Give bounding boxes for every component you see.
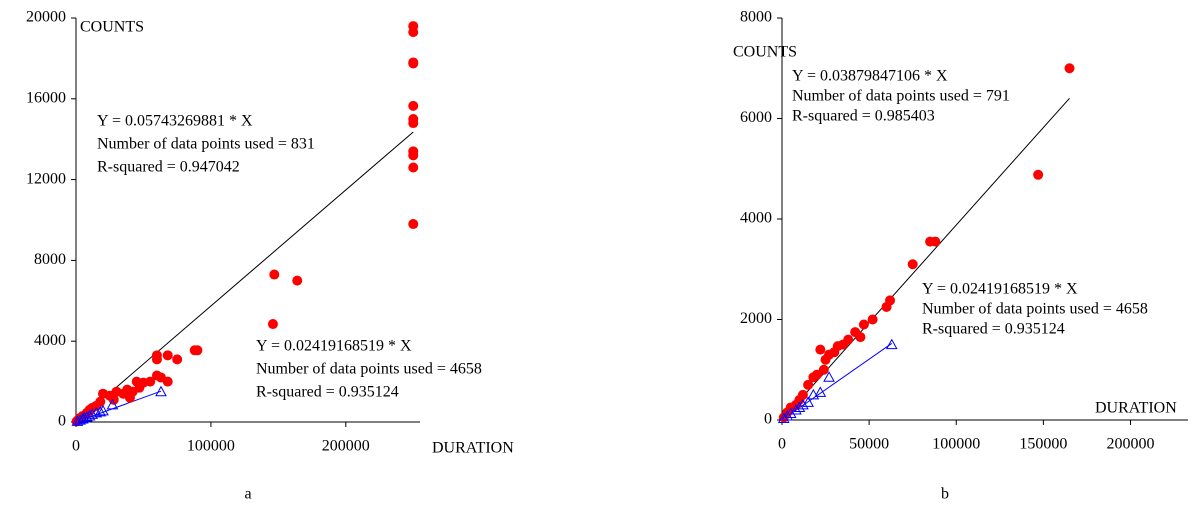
- point: [408, 150, 419, 161]
- point: [802, 396, 814, 407]
- point: [145, 376, 156, 387]
- y-tick-label: 6000: [740, 109, 772, 126]
- annotation: Y = 0.03879847106 * X: [792, 68, 948, 85]
- point: [408, 27, 419, 38]
- y-tick-label: 8000: [740, 9, 772, 26]
- point: [867, 314, 878, 325]
- annotation: R-squared = 0.947042: [97, 159, 240, 176]
- x-tick-label: 200000: [1106, 436, 1154, 453]
- y-tick-label: 4000: [740, 210, 772, 227]
- annotation: Y = 0.05743269881 * X: [97, 113, 253, 130]
- point: [814, 386, 827, 397]
- fit-line: [75, 390, 162, 423]
- point: [907, 259, 918, 270]
- annotation: R-squared = 0.935124: [256, 384, 399, 401]
- x-tick-label: 100000: [187, 438, 235, 455]
- point: [807, 388, 820, 400]
- point: [86, 408, 99, 419]
- y-tick-label: 20000: [26, 9, 66, 26]
- point: [269, 269, 280, 280]
- y-tick-label: 0: [764, 411, 772, 428]
- y-tick-label: 8000: [34, 251, 66, 268]
- x-tick-label: 0: [72, 438, 80, 455]
- x-axis-label: DURATION: [1095, 400, 1177, 417]
- x-tick-label: 50000: [849, 436, 889, 453]
- annotation: Number of data points used = 4658: [256, 361, 482, 378]
- point: [777, 412, 790, 423]
- annotation: Number of data points used = 791: [792, 88, 1010, 105]
- point: [1033, 169, 1044, 180]
- y-tick-label: 0: [58, 413, 66, 430]
- point: [408, 58, 419, 69]
- point: [408, 118, 419, 129]
- point: [790, 403, 802, 415]
- fit-line: [75, 131, 414, 423]
- point: [162, 350, 173, 361]
- point: [815, 344, 826, 355]
- point: [267, 319, 278, 330]
- point: [1064, 63, 1075, 74]
- point: [408, 100, 419, 111]
- y-tick-label: 12000: [26, 170, 66, 187]
- annotation: Number of data points used = 831: [97, 136, 315, 153]
- y-tick-label: 16000: [26, 89, 66, 106]
- point: [818, 364, 829, 375]
- point: [97, 388, 108, 399]
- y-tick-label: 2000: [740, 310, 772, 327]
- point: [881, 301, 892, 312]
- point: [78, 411, 90, 423]
- point: [803, 379, 814, 390]
- y-tick-label: 4000: [34, 332, 66, 349]
- annotation: R-squared = 0.935124: [922, 321, 1065, 338]
- caption: a: [244, 486, 251, 503]
- point: [292, 275, 303, 286]
- point: [823, 371, 835, 382]
- point: [155, 385, 167, 397]
- point: [408, 219, 419, 230]
- caption: b: [941, 486, 949, 503]
- annotation: R-squared = 0.985403: [792, 108, 935, 125]
- x-tick-label: 150000: [1019, 436, 1067, 453]
- point: [858, 319, 869, 330]
- point: [192, 345, 203, 356]
- point: [855, 332, 866, 343]
- annotation: Y = 0.02419168519 * X: [922, 281, 1078, 298]
- x-tick-label: 200000: [322, 438, 370, 455]
- annotation: Y = 0.02419168519 * X: [256, 338, 412, 355]
- x-tick-label: 100000: [932, 436, 980, 453]
- point: [162, 376, 173, 387]
- point: [118, 388, 129, 399]
- point: [74, 414, 86, 425]
- y-axis-label: COUNTS: [80, 19, 144, 36]
- point: [172, 354, 183, 365]
- point: [820, 354, 831, 365]
- x-tick-label: 0: [778, 436, 786, 453]
- point: [408, 162, 419, 173]
- point: [97, 404, 109, 416]
- point: [76, 412, 89, 424]
- point: [106, 398, 119, 410]
- fit-line: [781, 97, 1070, 421]
- point: [83, 409, 96, 421]
- point: [151, 354, 162, 365]
- point: [925, 236, 936, 247]
- point: [94, 405, 107, 417]
- point: [808, 372, 819, 383]
- point: [885, 338, 898, 350]
- annotation: Number of data points used = 4658: [922, 301, 1148, 318]
- y-axis-label: COUNTS: [733, 44, 797, 61]
- x-axis-label: DURATION: [432, 440, 514, 457]
